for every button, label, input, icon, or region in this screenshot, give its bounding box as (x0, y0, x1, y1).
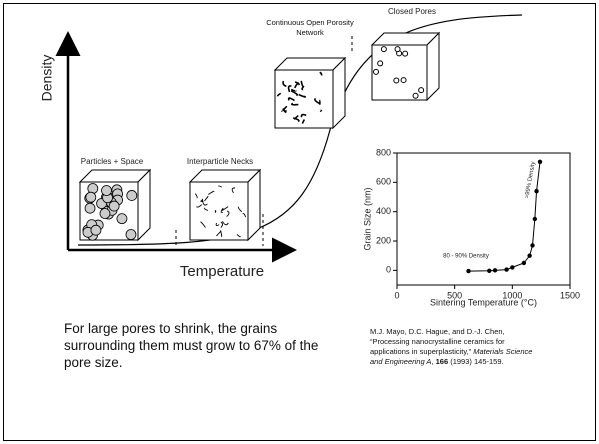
cube-side (248, 170, 260, 240)
y-tick-label: 200 (376, 235, 391, 245)
cube-side (427, 33, 439, 100)
particle (117, 214, 127, 224)
pore (374, 69, 379, 74)
pore (381, 47, 386, 52)
cube (190, 170, 260, 240)
annotation: 80 - 90% Density (443, 254, 489, 260)
pore (395, 47, 400, 52)
cube-side (138, 170, 150, 240)
cube (372, 33, 439, 100)
y-tick-label: 600 (376, 177, 391, 187)
y-tick-label: 800 (376, 147, 391, 157)
pore (419, 88, 424, 93)
citation-text: (1993) 145-159. (448, 357, 503, 366)
particle (127, 190, 137, 200)
data-point (487, 269, 491, 273)
plot-frame (397, 153, 570, 285)
cube-front (190, 182, 248, 240)
x-tick-label: 0 (394, 290, 399, 300)
stage-label: Particles + Space (81, 157, 144, 166)
slide-graphics: Density Temperature Particles + Space In… (0, 0, 599, 444)
y-axis-label: Grain Size (nm) (362, 187, 372, 250)
pore (378, 61, 383, 66)
temperature-label: Temperature (180, 263, 264, 280)
particle (100, 209, 110, 219)
particle (102, 186, 112, 196)
data-point (538, 160, 542, 164)
stage-label: Continuous Open Porosity Network (255, 18, 365, 38)
particle (109, 201, 119, 211)
citation: M.J. Mayo, D.C. Hague, and D.-J. Chen, “… (370, 327, 545, 367)
data-point (510, 265, 514, 269)
particle (126, 229, 136, 239)
x-tick-label: 1500 (560, 290, 580, 300)
pore (394, 78, 399, 83)
data-point (522, 261, 526, 265)
y-tick-label: 0 (386, 265, 391, 275)
stage-label: Interparticle Necks (187, 157, 253, 166)
pore (401, 78, 406, 83)
cube (80, 170, 150, 240)
data-point (530, 243, 534, 247)
data-point (493, 268, 497, 272)
particle (91, 225, 101, 235)
pore (413, 93, 418, 98)
data-point (534, 189, 538, 193)
cube (275, 58, 345, 128)
data-point (533, 217, 537, 221)
annotation: >99% Density (524, 161, 536, 199)
citation-volume: 166 (436, 357, 449, 366)
density-label: Density (39, 55, 55, 102)
data-point (466, 269, 470, 273)
particle (85, 203, 95, 213)
cube-side (333, 58, 345, 128)
x-axis-label: Sintering Temperature (°C) (430, 297, 537, 307)
slide: Density Temperature Particles + Space In… (0, 0, 599, 444)
data-point (527, 253, 531, 257)
y-tick-label: 400 (376, 206, 391, 216)
particle (86, 192, 96, 202)
body-text: For large pores to shrink, the grains su… (64, 320, 349, 371)
stage-label: Closed Pores (388, 7, 436, 16)
pore (403, 51, 408, 56)
data-point (504, 267, 508, 271)
